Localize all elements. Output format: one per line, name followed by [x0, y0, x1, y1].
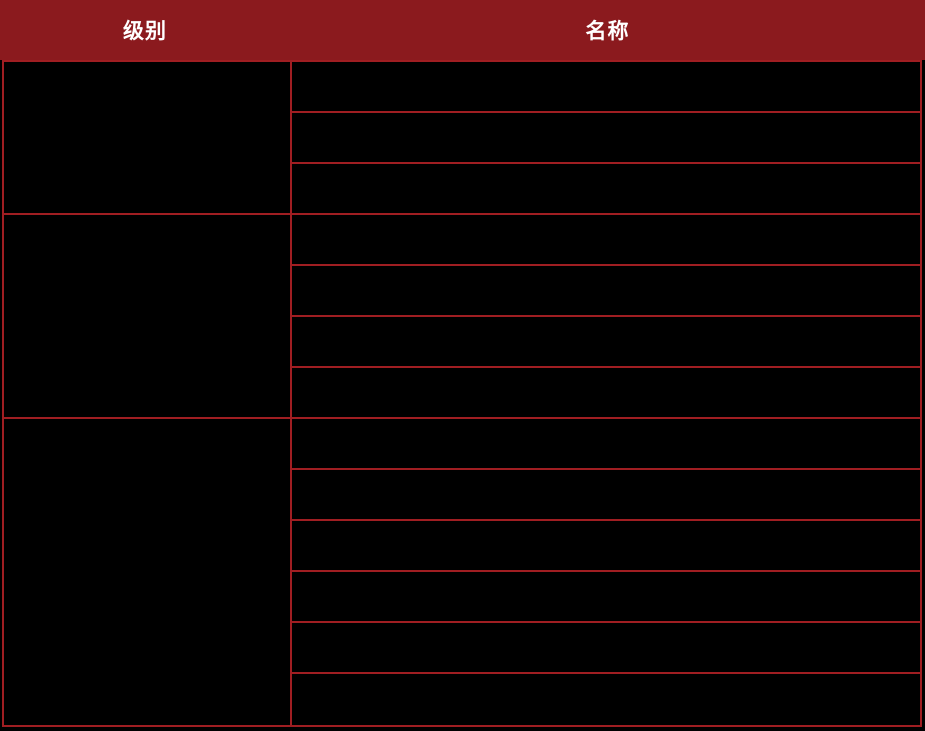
table-row[interactable] [292, 266, 920, 317]
table-row[interactable] [292, 368, 920, 419]
level-column [2, 60, 290, 727]
table-row[interactable] [292, 572, 920, 623]
table-row[interactable] [292, 317, 920, 368]
table-row[interactable] [292, 470, 920, 521]
table-row[interactable] [292, 62, 920, 113]
table-row[interactable] [292, 215, 920, 266]
table-body [0, 60, 925, 731]
table-row[interactable] [292, 623, 920, 674]
level-group-cell[interactable] [4, 215, 290, 419]
table-row[interactable] [292, 164, 920, 215]
table-grid [2, 60, 922, 727]
table-row[interactable] [292, 113, 920, 164]
name-column [290, 60, 922, 727]
table-row[interactable] [292, 521, 920, 572]
column-header-name[interactable]: 名称 [585, 20, 630, 43]
level-group-cell[interactable] [4, 419, 290, 725]
table-header-row: 级别 名称 [0, 0, 925, 60]
column-header-level[interactable]: 级别 [123, 20, 167, 43]
level-group-cell[interactable] [4, 62, 290, 215]
table-row[interactable] [292, 419, 920, 470]
table-row[interactable] [292, 674, 920, 725]
